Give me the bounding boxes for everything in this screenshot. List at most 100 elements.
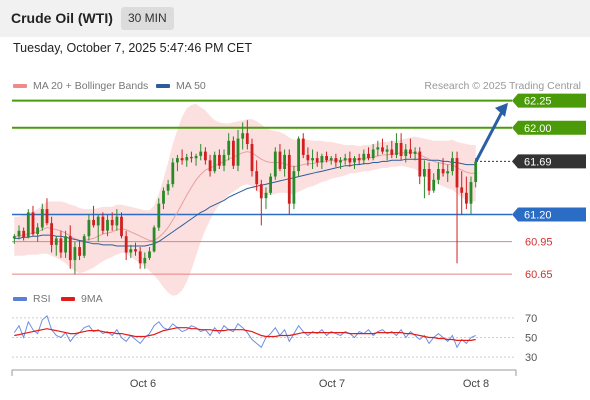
timeframe-button[interactable]: 30 MIN bbox=[121, 7, 174, 30]
candle-body bbox=[54, 238, 58, 245]
rsi-tick-50: 50 bbox=[525, 333, 537, 345]
header-bar bbox=[0, 0, 590, 37]
candle bbox=[413, 147, 417, 161]
candle-body bbox=[362, 153, 366, 161]
candle bbox=[129, 244, 133, 258]
candle-body bbox=[101, 216, 105, 231]
legend-9ma-label: 9MA bbox=[81, 293, 103, 305]
candle bbox=[194, 153, 198, 166]
candle bbox=[269, 173, 272, 196]
rsi-tick-30: 30 bbox=[525, 352, 537, 364]
candle bbox=[166, 179, 170, 196]
candle bbox=[264, 187, 268, 210]
legend-9ma-swatch bbox=[61, 297, 75, 302]
candle-body bbox=[320, 156, 324, 163]
candle-body bbox=[348, 158, 352, 163]
candle bbox=[362, 149, 366, 165]
candle bbox=[82, 234, 86, 258]
candle-body bbox=[287, 154, 291, 204]
candle-body bbox=[273, 151, 277, 177]
candle-body bbox=[343, 158, 347, 161]
candle-body bbox=[339, 160, 342, 163]
candle-body bbox=[311, 158, 314, 161]
candle bbox=[427, 162, 431, 196]
candle-body bbox=[446, 171, 450, 174]
candle-body bbox=[64, 236, 67, 253]
candle bbox=[287, 149, 291, 215]
candle bbox=[232, 136, 235, 169]
candle-body bbox=[120, 216, 123, 237]
candle bbox=[134, 242, 137, 256]
candle bbox=[245, 120, 249, 150]
candle bbox=[301, 133, 305, 159]
candle bbox=[278, 144, 282, 172]
ma50-line bbox=[14, 158, 476, 247]
candle bbox=[171, 158, 175, 188]
legend-rsi: RSI bbox=[13, 293, 51, 305]
candle-body bbox=[423, 169, 426, 177]
candle bbox=[460, 171, 464, 215]
legend-ma20-bollinger: MA 20 + Bollinger Bands bbox=[13, 80, 148, 92]
candle-body bbox=[371, 149, 375, 159]
candle-body bbox=[40, 209, 44, 228]
candle bbox=[115, 209, 119, 231]
candle-body bbox=[292, 171, 296, 204]
candle-body bbox=[278, 151, 282, 169]
candle bbox=[297, 136, 300, 177]
candle-body bbox=[157, 203, 161, 228]
legend-ma20-label: MA 20 + Bollinger Bands bbox=[33, 80, 149, 92]
candle bbox=[157, 198, 161, 231]
candle bbox=[455, 151, 459, 264]
level-label-61-20: 61.20 bbox=[512, 207, 586, 222]
candle bbox=[120, 212, 123, 239]
candle bbox=[68, 225, 72, 269]
candle-body bbox=[96, 216, 100, 226]
candle bbox=[78, 240, 81, 261]
candle-body bbox=[148, 251, 151, 258]
level-label-text: 62.00 bbox=[524, 123, 552, 135]
ma20-line bbox=[14, 151, 476, 241]
candle-body bbox=[241, 133, 245, 139]
candle bbox=[465, 176, 468, 210]
candle-body bbox=[129, 249, 133, 253]
level-label-box bbox=[512, 154, 586, 169]
candle-body bbox=[78, 247, 81, 256]
candle bbox=[451, 151, 454, 176]
candle-body bbox=[185, 157, 189, 161]
candle bbox=[17, 225, 21, 240]
rsi-tick-70: 70 bbox=[525, 313, 537, 325]
candle bbox=[64, 230, 67, 258]
candle-body bbox=[68, 236, 72, 261]
candle-body bbox=[232, 140, 235, 166]
candle bbox=[110, 212, 114, 231]
candle bbox=[441, 158, 445, 177]
candle-body bbox=[283, 154, 286, 169]
candle bbox=[138, 247, 142, 269]
candle bbox=[176, 154, 179, 172]
candle bbox=[329, 155, 333, 165]
candle bbox=[306, 147, 310, 166]
candle-body bbox=[166, 184, 170, 191]
legend-9ma: 9MA bbox=[61, 293, 103, 305]
candle bbox=[339, 157, 342, 169]
candle bbox=[371, 144, 375, 161]
candle-body bbox=[455, 158, 459, 188]
candle-body bbox=[110, 219, 114, 226]
candle-body bbox=[353, 158, 356, 163]
candle bbox=[208, 154, 212, 177]
candle-body bbox=[381, 147, 384, 152]
candle bbox=[381, 138, 384, 154]
legend-ma50: MA 50 bbox=[156, 80, 206, 92]
candle-body bbox=[255, 171, 259, 185]
candle-body bbox=[264, 192, 268, 199]
candle-body bbox=[82, 236, 86, 256]
candle-body bbox=[45, 209, 49, 224]
forecast-arrow-shaft bbox=[474, 111, 504, 163]
credit-label: Research © 2025 Trading Central bbox=[424, 80, 581, 92]
candle-body bbox=[194, 156, 198, 159]
candle bbox=[474, 158, 478, 188]
candle-body bbox=[73, 247, 77, 261]
level-label-61-69: 61.69 bbox=[512, 154, 586, 169]
candle-body bbox=[36, 227, 39, 234]
